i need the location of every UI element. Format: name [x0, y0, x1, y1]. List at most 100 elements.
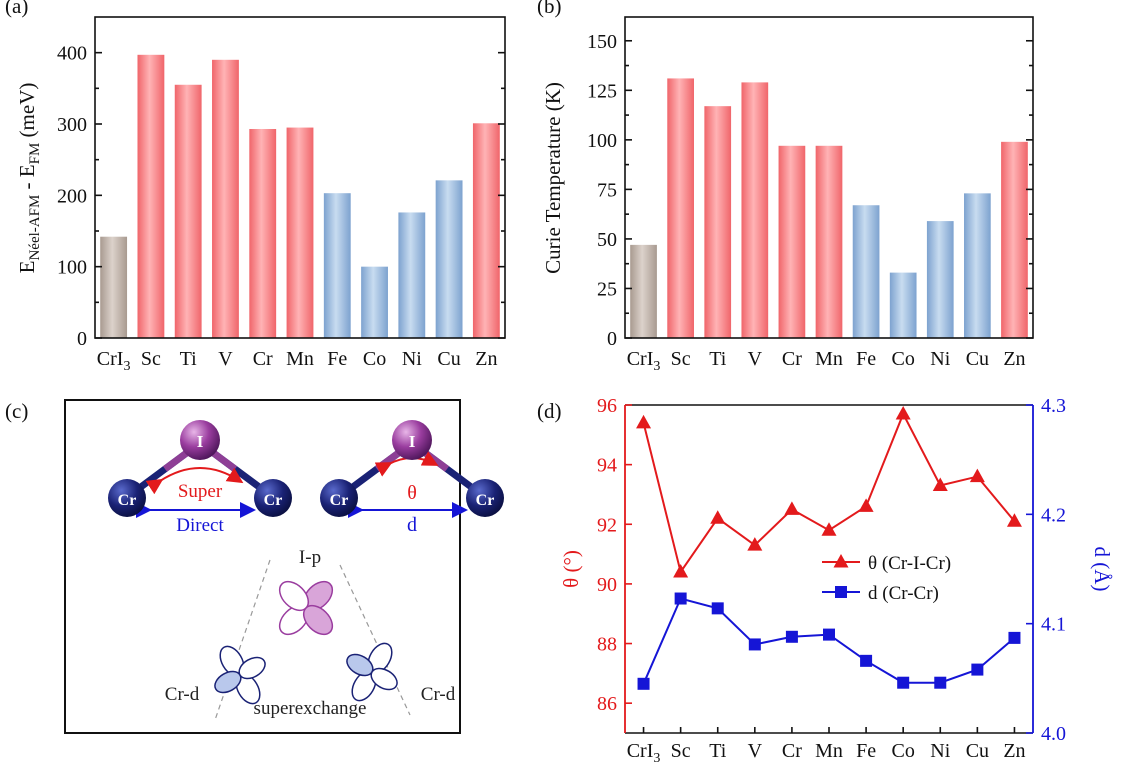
x-tick-label: Co	[363, 348, 386, 370]
right-y-tick-label: 4.2	[1041, 504, 1066, 526]
left-y-tick-label: 90	[597, 574, 617, 596]
data-point-square	[711, 602, 724, 615]
orbital-lobe	[302, 604, 334, 636]
data-point-triangle	[636, 414, 652, 429]
data-point-square	[897, 676, 910, 689]
data-point-square	[823, 628, 835, 641]
bar	[435, 180, 463, 338]
label-superexchange: superexchange	[254, 698, 367, 719]
y-tick-label: 400	[57, 43, 87, 65]
bar	[361, 266, 388, 338]
panel-d-line-chart: (d) 86 88 90 92 94 96 4.0 4.1 4.2 4.3 CrI3 Sc Ti V Cr Mn…	[537, 395, 1114, 764]
data-point-square	[1008, 631, 1021, 644]
data-point-square	[748, 638, 761, 651]
x-tick-label: Cu	[966, 740, 989, 762]
x-tick-label: Cu	[966, 348, 989, 370]
y-tick-label: 25	[597, 278, 617, 300]
y-tick-label: 100	[57, 257, 87, 279]
bar	[323, 193, 351, 338]
cr-d-orbital-left	[214, 645, 266, 705]
x-tick-label: Zn	[1003, 740, 1025, 762]
x-tick-label: V	[748, 348, 763, 370]
series-line	[642, 597, 1016, 685]
label-super: Super	[178, 481, 223, 502]
x-tick-label: Sc	[671, 740, 691, 762]
x-tick-label: Co	[892, 348, 915, 370]
data-point-triangle	[821, 522, 837, 536]
bar	[926, 221, 954, 338]
atom-label-cr: Cr	[476, 492, 495, 509]
bar	[815, 145, 843, 338]
i-p-orbital	[278, 580, 334, 636]
x-tick-label: Mn	[815, 348, 843, 370]
panel-label: (b)	[537, 0, 562, 18]
left-y-tick-label: 86	[597, 693, 617, 715]
x-tick-label: Mn	[815, 740, 843, 762]
bar	[212, 59, 239, 339]
chromium-atom	[466, 479, 504, 517]
x-tick-label: Fe	[327, 348, 347, 370]
chromium-atom	[254, 479, 292, 517]
y-tick-label: 200	[57, 185, 87, 207]
data-point-square	[785, 630, 798, 643]
x-tick-label: Fe	[856, 740, 876, 762]
legend-label: d (Cr-Cr)	[868, 583, 939, 604]
diagram-frame	[64, 399, 461, 734]
data-point-triangle	[969, 468, 985, 483]
x-tick-label: CrI3	[627, 348, 661, 374]
y-tick-label: 300	[57, 114, 87, 136]
label-d: d	[407, 514, 417, 536]
bar	[472, 123, 500, 338]
x-tick-label: Zn	[1003, 348, 1025, 370]
bar	[630, 244, 657, 338]
x-tick-label: Sc	[671, 348, 691, 370]
x-tick-label: Co	[892, 740, 915, 762]
right-y-axis-title: d (Å)	[1090, 547, 1114, 592]
data-point-triangle	[858, 498, 874, 512]
panel-label: (a)	[5, 0, 28, 18]
x-tick-label: Ni	[402, 348, 422, 370]
data-point-triangle	[710, 510, 726, 524]
data-point-triangle	[784, 501, 800, 515]
panel-b-bar-chart: (b) CrI3 Sc Ti V Cr Mn Fe Co Ni Cu Zn 0 25 50 75 100 125 1…	[537, 0, 1034, 374]
y-tick-label: 0	[77, 328, 87, 350]
panel-a-bar-chart: (a) CrI3 Sc Ti V Cr Mn Fe Co Ni Cu Zn 0 100 200 300 400 E…	[5, 0, 506, 374]
panel-label: (d)	[537, 399, 562, 423]
x-tick-label: Ti	[709, 740, 727, 762]
bar	[852, 205, 880, 338]
data-point-triangle	[747, 537, 763, 551]
y-tick-label: 0	[607, 328, 617, 350]
series-line	[642, 411, 1016, 575]
data-point-square	[971, 663, 984, 676]
panel-c-diagram: (c) Super Direct I Cr Cr θ	[5, 399, 504, 734]
x-tick-label: Mn	[286, 348, 314, 370]
bar	[889, 272, 917, 338]
left-y-tick-label: 88	[597, 634, 617, 656]
data-point-triangle	[673, 563, 689, 578]
x-tick-label: CrI3	[97, 348, 131, 374]
left-y-axis-title: θ (°)	[559, 550, 583, 588]
y-tick-label: 75	[597, 179, 617, 201]
legend-marker-triangle	[833, 554, 849, 568]
x-tick-label: Sc	[141, 348, 161, 370]
data-point-square	[860, 654, 873, 667]
x-tick-label: Ti	[709, 348, 727, 370]
left-y-tick-label: 96	[597, 395, 617, 417]
bar	[741, 82, 769, 338]
data-point-triangle	[895, 405, 911, 420]
x-tick-label: Zn	[475, 348, 497, 370]
orbital-lobe	[238, 656, 266, 680]
orbital-lobe	[370, 667, 398, 691]
left-y-tick-label: 94	[597, 455, 617, 477]
super-arc-arrow	[145, 467, 244, 495]
bar	[286, 127, 314, 338]
superexchange-direct-triangle: Super Direct I Cr Cr	[108, 420, 292, 536]
y-tick-label: 150	[587, 31, 617, 53]
data-point-triangle	[1006, 513, 1022, 527]
dashed-guide	[214, 559, 271, 721]
bar	[398, 212, 426, 338]
y-tick-label: 100	[587, 130, 617, 152]
x-tick-label: Ti	[180, 348, 198, 370]
bar	[667, 78, 694, 338]
legend-marker-square	[835, 586, 847, 598]
